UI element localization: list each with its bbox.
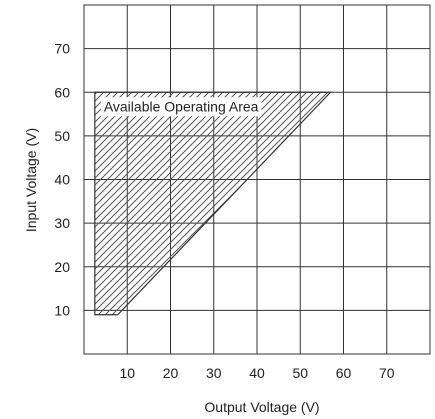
x-axis-label: Output Voltage (V): [204, 399, 319, 415]
x-tick-label: 60: [336, 365, 352, 381]
y-tick-label: 40: [54, 172, 70, 188]
x-tick-label: 20: [163, 365, 179, 381]
y-tick-label: 10: [54, 302, 70, 318]
region-label-background: [100, 97, 262, 117]
y-tick-label: 50: [54, 128, 70, 144]
region-label: Available Operating Area: [104, 98, 259, 114]
y-tick-label: 20: [54, 259, 70, 275]
plot-frame: [83, 4, 431, 355]
x-tick-label: 50: [292, 365, 308, 381]
x-tick-label: 40: [249, 365, 265, 381]
x-tick-label: 10: [119, 365, 135, 381]
y-tick-label: 30: [54, 215, 70, 231]
x-tick-label: 30: [206, 365, 222, 381]
x-tick-labels: 10 20 30 40 50 60 70: [119, 365, 394, 381]
y-tick-label: 70: [54, 41, 70, 57]
operating-area-region: [94, 91, 332, 316]
y-tick-labels: 10 20 30 40 50 60 70: [54, 41, 70, 319]
y-tick-label: 60: [54, 84, 70, 100]
y-axis-label: Input Voltage (V): [23, 128, 39, 232]
x-tick-label: 70: [379, 365, 395, 381]
